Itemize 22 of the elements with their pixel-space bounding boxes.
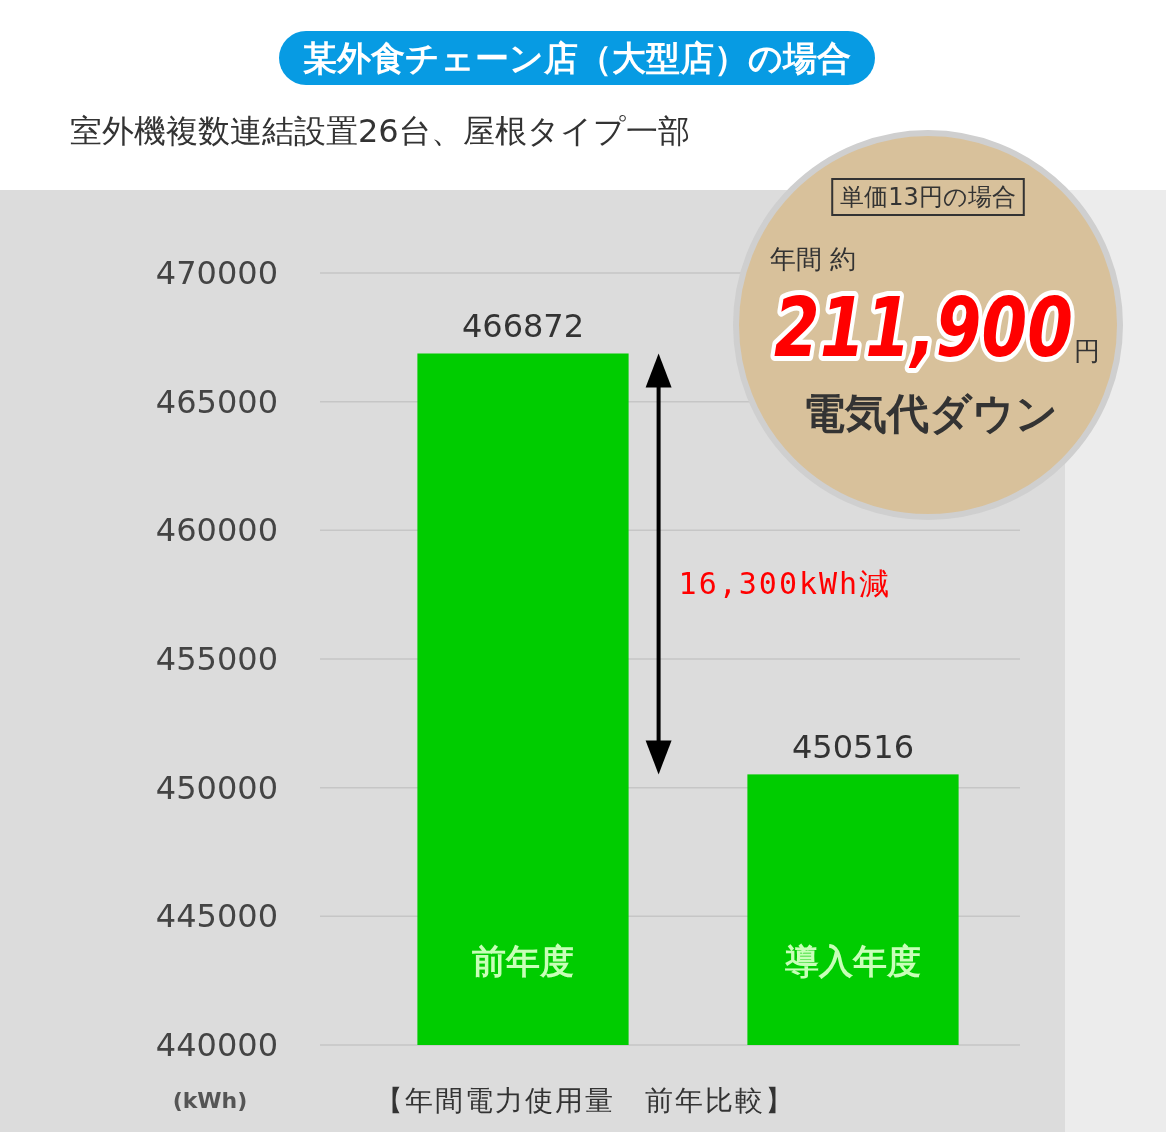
chart-title: 某外食チェーン店（大型店）の場合 <box>303 38 851 78</box>
y-tick-label: 455000 <box>155 640 278 678</box>
y-tick-label: 445000 <box>155 897 278 936</box>
x-tick-label: 前年度 <box>472 941 574 981</box>
y-tick-label: 440000 <box>155 1026 278 1064</box>
title-pill: 某外食チェーン店（大型店）の場合 <box>279 31 875 85</box>
annotation: 年間 約 <box>770 244 857 274</box>
text: 単価13円の場合 <box>840 183 1016 211</box>
annotation: 211,900 <box>774 279 1073 376</box>
data-label: 450516 <box>791 728 915 767</box>
chart-subtitle: 室外機複数連結設置26台、屋根タイプ一部 <box>70 112 690 150</box>
y-tick-label: 470000 <box>155 254 278 292</box>
annotation: 16,300kWh減 <box>678 565 892 601</box>
data-label: 466872 <box>461 307 585 346</box>
y-tick-label: 450000 <box>155 768 278 807</box>
text: 円 <box>1074 336 1100 366</box>
y-tick-label: 465000 <box>155 382 278 421</box>
y-tick-label: 460000 <box>155 511 278 550</box>
y-axis-title: (kWh) <box>172 1088 248 1113</box>
x-axis-title: 【年間電力使用量 前年比較】 <box>375 1084 795 1117</box>
x-tick-label: 導入年度 <box>784 941 921 981</box>
annotation: 電気代ダウン <box>802 389 1058 438</box>
